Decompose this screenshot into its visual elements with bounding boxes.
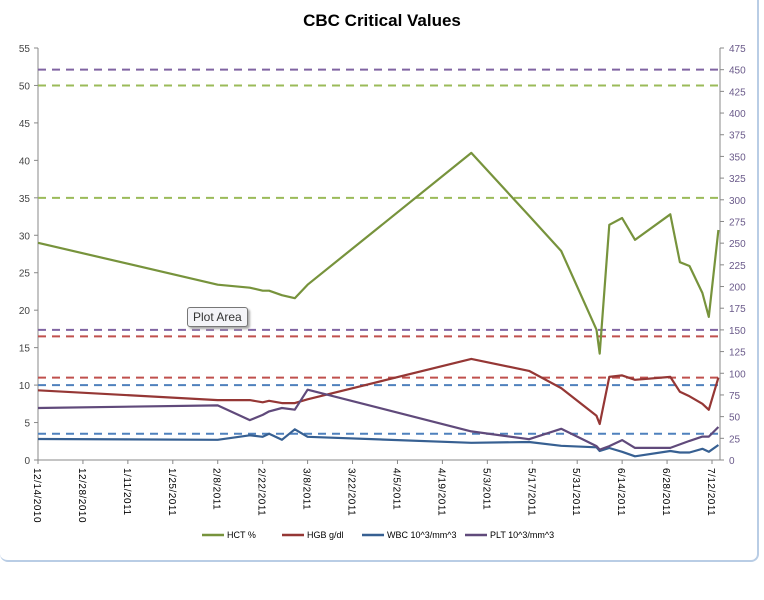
chart-frame — [0, 0, 759, 562]
left-tick-label: 10 — [19, 381, 31, 392]
right-tick-label: 400 — [729, 109, 746, 120]
x-tick-label: 3/22/2011 — [346, 468, 357, 516]
left-tick-label: 15 — [19, 344, 31, 355]
right-tick-label: 175 — [729, 304, 746, 315]
right-tick-label: 200 — [729, 283, 746, 294]
right-tick-label: 150 — [729, 326, 746, 337]
legend-label: HGB g/dl — [307, 530, 344, 540]
left-tick-label: 30 — [19, 231, 31, 242]
x-tick-label: 1/11/2011 — [121, 468, 132, 516]
right-tick-label: 250 — [729, 239, 746, 250]
right-tick-label: 225 — [729, 261, 746, 272]
right-tick-label: 425 — [729, 87, 746, 98]
left-tick-label: 55 — [19, 44, 31, 55]
x-tick-label: 7/12/2011 — [705, 468, 716, 516]
right-tick-label: 325 — [729, 174, 746, 185]
x-tick-label: 3/8/2011 — [301, 468, 312, 510]
right-tick-label: 450 — [729, 66, 746, 77]
legend-label: PLT 10^3/mm^3 — [490, 530, 554, 540]
left-tick-label: 40 — [19, 156, 31, 167]
legend-label: WBC 10^3/mm^3 — [387, 530, 456, 540]
series-line-hgb — [37, 357, 720, 426]
x-tick-label: 5/3/2011 — [480, 468, 491, 510]
series-line-plt — [37, 388, 720, 451]
left-tick-label: 25 — [19, 269, 31, 280]
x-tick-label: 6/14/2011 — [615, 468, 626, 516]
series-line-wbc — [37, 428, 720, 458]
x-tick-label: 4/19/2011 — [435, 468, 446, 516]
chart-title: CBC Critical Values — [303, 11, 461, 30]
x-tick-label: 12/28/2010 — [76, 468, 87, 523]
x-tick-label: 5/31/2011 — [570, 468, 581, 516]
left-tick-label: 50 — [19, 81, 31, 92]
right-tick-label: 50 — [729, 413, 741, 424]
series-line-hct — [37, 151, 720, 355]
right-tick-label: 475 — [729, 44, 746, 55]
x-tick-label: 5/17/2011 — [525, 468, 536, 516]
right-tick-label: 350 — [729, 152, 746, 163]
left-tick-label: 20 — [19, 306, 31, 317]
right-tick-label: 275 — [729, 217, 746, 228]
x-tick-label: 12/14/2010 — [31, 468, 42, 523]
x-tick-label: 6/28/2011 — [660, 468, 671, 516]
legend-label: HCT % — [227, 530, 256, 540]
left-tick-label: 5 — [24, 419, 30, 430]
left-tick-label: 0 — [24, 456, 30, 467]
right-tick-label: 25 — [729, 434, 741, 445]
right-tick-label: 0 — [729, 456, 735, 467]
right-tick-label: 75 — [729, 391, 741, 402]
x-tick-label: 1/25/2011 — [166, 468, 177, 516]
x-tick-label: 2/8/2011 — [211, 468, 222, 510]
right-tick-label: 100 — [729, 369, 746, 380]
left-tick-label: 35 — [19, 194, 31, 205]
left-tick-label: 45 — [19, 119, 31, 130]
x-tick-label: 2/22/2011 — [256, 468, 267, 516]
plot-area-tooltip: Plot Area — [187, 307, 248, 327]
right-tick-label: 125 — [729, 348, 746, 359]
x-tick-label: 4/5/2011 — [390, 468, 401, 510]
right-tick-label: 300 — [729, 196, 746, 207]
right-tick-label: 375 — [729, 131, 746, 142]
